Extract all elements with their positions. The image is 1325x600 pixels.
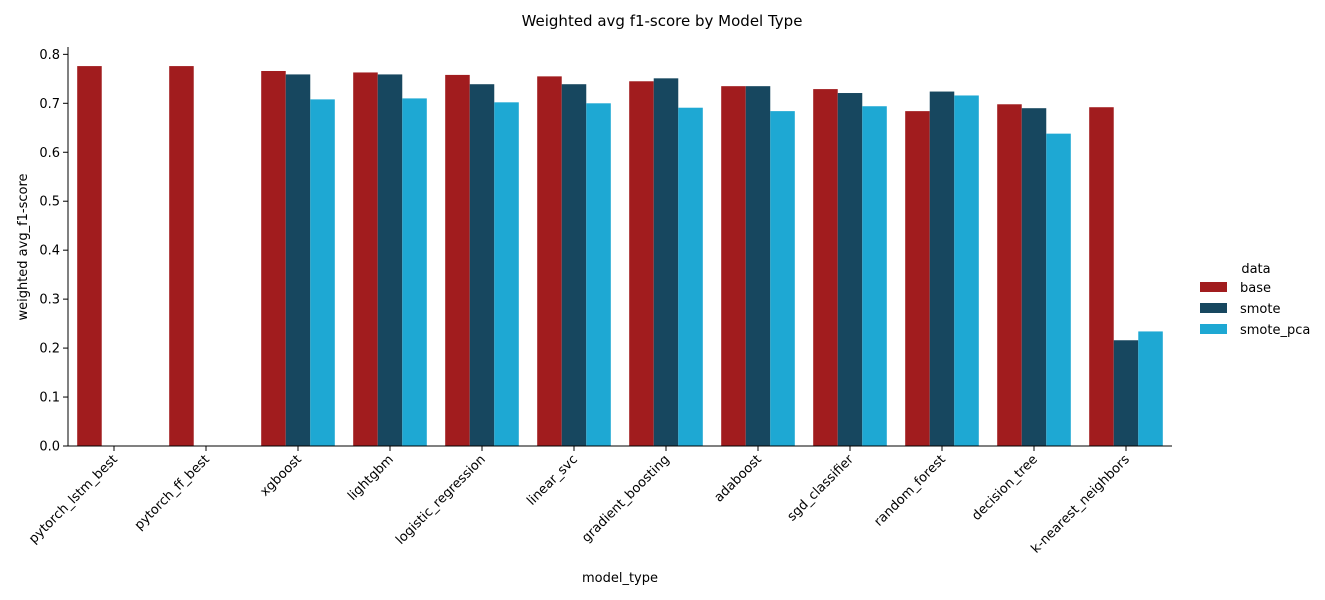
y-tick-label: 0.8	[39, 48, 60, 63]
axes-layer	[67, 47, 1172, 447]
bar-base-gradient_boosting	[629, 81, 654, 447]
legend-label-smote_pca: smote_pca	[1240, 323, 1310, 338]
x-ticks: pytorch_lstm_best pytorch_ff_best xgboost l…	[26, 446, 1133, 557]
bar-smote-sgd_classifier	[837, 93, 863, 447]
y-tick-label: 0.3	[39, 293, 60, 308]
bar-smote_pca-lightgbm	[402, 98, 427, 447]
x-tick-label: k-nearest_neighbors	[1029, 452, 1133, 556]
bar-smote-k-nearest_neighbors	[1113, 340, 1139, 446]
bar-smote_pca-decision_tree	[1046, 133, 1071, 446]
bar-smote-random_forest	[929, 91, 955, 447]
bar-smote-decision_tree	[1021, 108, 1047, 446]
legend-swatch-smote	[1200, 303, 1227, 313]
bar-base-decision_tree	[997, 104, 1022, 446]
bar-smote-xgboost	[285, 74, 311, 447]
y-tick-label: 0.7	[39, 97, 60, 112]
bar-base-pytorch_ff_best	[169, 66, 194, 446]
bar-base-random_forest	[905, 111, 930, 446]
bar-base-adaboost	[721, 86, 746, 447]
bar-smote_pca-adaboost	[770, 111, 795, 446]
bar-base-sgd_classifier	[813, 89, 838, 446]
x-tick-label: logistic_regression	[393, 452, 489, 548]
legend-swatch-base	[1200, 282, 1227, 292]
bar-smote-linear_svc	[561, 84, 587, 447]
legend: data base smote smote_pca	[1200, 262, 1310, 338]
bar-smote_pca-gradient_boosting	[678, 107, 703, 447]
bar-smote_pca-k-nearest_neighbors	[1138, 331, 1163, 446]
y-tick-label: 0.1	[39, 391, 60, 406]
x-tick-label: pytorch_lstm_best	[26, 452, 121, 547]
x-tick-label: decision_tree	[969, 452, 1041, 524]
x-tick-label: xgboost	[257, 452, 304, 499]
x-tick-label: sgd_classifier	[785, 452, 858, 525]
y-tick-label: 0.2	[39, 342, 60, 357]
bar-base-pytorch_lstm_best	[77, 66, 102, 446]
x-tick-label: adaboost	[712, 452, 765, 505]
bar-base-k-nearest_neighbors	[1089, 107, 1114, 446]
bar-smote-adaboost	[745, 86, 771, 447]
bar-base-xgboost	[261, 70, 286, 447]
legend-title: data	[1241, 262, 1270, 277]
x-tick-label: random_forest	[871, 452, 948, 529]
x-tick-label: lightgbm	[345, 452, 397, 504]
bar-base-linear_svc	[537, 76, 562, 447]
y-ticks: 0.0 0.1 0.2 0.3 0.4 0.5 0.6 0.7 0.8	[39, 48, 68, 455]
x-tick-label: linear_svc	[524, 452, 580, 508]
x-tick-label: gradient_boosting	[579, 452, 673, 546]
y-tick-label: 0.5	[39, 195, 60, 210]
bar-smote_pca-linear_svc	[586, 103, 611, 447]
legend-label-base: base	[1240, 281, 1271, 296]
bar-smote-logistic_regression	[469, 84, 495, 447]
x-axis-label: model_type	[582, 571, 658, 586]
legend-swatch-smote_pca	[1200, 324, 1227, 334]
y-tick-label: 0.6	[39, 146, 60, 161]
y-tick-label: 0.4	[39, 244, 60, 259]
bar-smote_pca-random_forest	[954, 95, 979, 446]
y-tick-label: 0.0	[39, 440, 60, 455]
x-tick-label: pytorch_ff_best	[132, 452, 213, 533]
bar-smote-lightgbm	[377, 74, 403, 447]
bar-smote_pca-logistic_regression	[494, 102, 519, 446]
bar-base-lightgbm	[353, 72, 378, 447]
y-axis-label: weighted avg_f1-score	[16, 173, 31, 320]
bar-smote_pca-xgboost	[310, 99, 335, 446]
chart-title: Weighted avg f1-score by Model Type	[522, 12, 803, 30]
bar-smote_pca-sgd_classifier	[862, 106, 887, 447]
legend-label-smote: smote	[1240, 302, 1281, 317]
bar-smote-gradient_boosting	[653, 78, 679, 446]
bar-base-logistic_regression	[445, 74, 470, 446]
bars-layer	[77, 66, 1163, 447]
